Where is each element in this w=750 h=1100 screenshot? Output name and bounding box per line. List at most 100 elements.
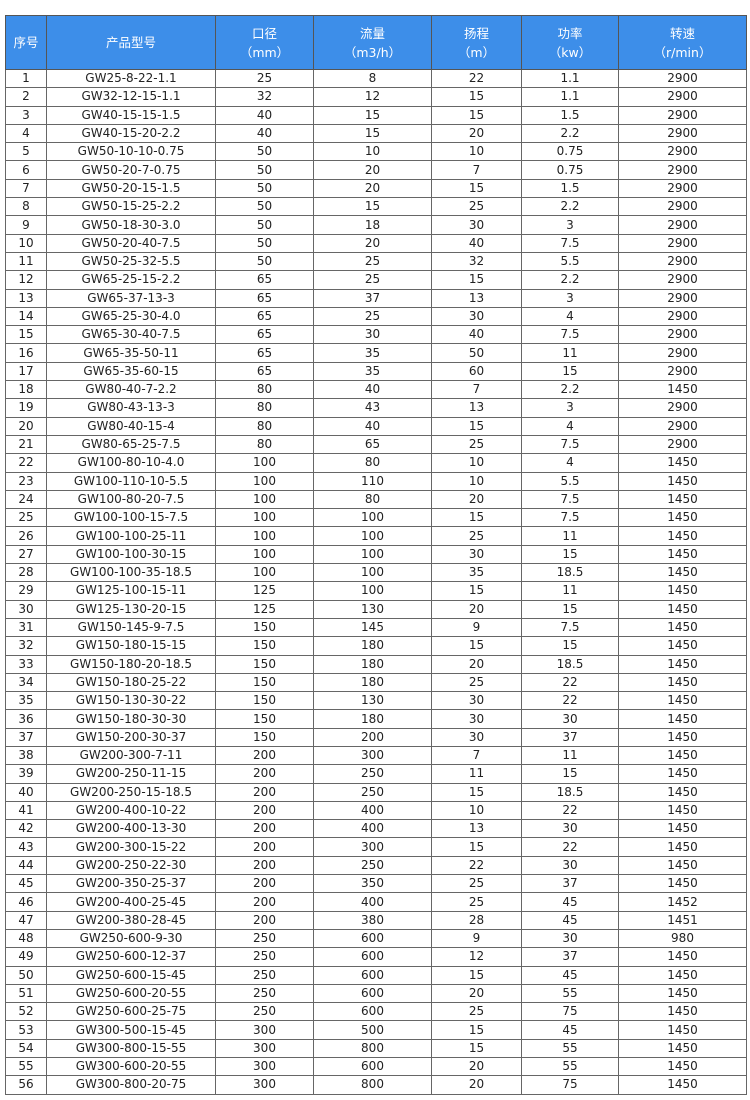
cell-power: 55 bbox=[521, 983, 619, 1004]
cell-power: 7.5 bbox=[521, 617, 619, 638]
cell-speed: 1450 bbox=[618, 745, 747, 766]
cell-power: 2.2 bbox=[521, 123, 619, 144]
cell-flow: 100 bbox=[313, 581, 432, 601]
cell-speed: 1450 bbox=[618, 1002, 747, 1022]
cell-index: 30 bbox=[5, 599, 47, 619]
cell-index: 33 bbox=[5, 654, 47, 674]
cell-speed: 2900 bbox=[618, 325, 747, 345]
cell-diameter: 100 bbox=[215, 544, 314, 565]
table-row: 51 GW250-600-20-55 250 600 20 55 1450 bbox=[5, 983, 747, 1004]
cell-flow: 18 bbox=[313, 215, 432, 235]
cell-model: GW100-100-25-11 bbox=[46, 526, 216, 546]
cell-flow: 25 bbox=[313, 251, 432, 272]
cell-power: 7.5 bbox=[521, 508, 619, 528]
cell-speed: 1450 bbox=[618, 581, 747, 601]
cell-index: 16 bbox=[5, 343, 47, 363]
table-row: 52 GW250-600-25-75 250 600 25 75 1450 bbox=[5, 1002, 747, 1022]
cell-power: 30 bbox=[521, 709, 619, 729]
header-power-label: 功率 bbox=[557, 25, 583, 41]
cell-model: GW65-30-40-7.5 bbox=[46, 325, 216, 345]
cell-flow: 130 bbox=[313, 691, 432, 711]
table-row: 50 GW250-600-15-45 250 600 15 45 1450 bbox=[5, 965, 747, 985]
cell-flow: 500 bbox=[313, 1020, 432, 1040]
cell-head: 20 bbox=[431, 123, 522, 144]
table-row: 49 GW250-600-12-37 250 600 12 37 1450 bbox=[5, 947, 747, 967]
table-row: 37 GW150-200-30-37 150 200 30 37 1450 bbox=[5, 727, 747, 747]
cell-head: 30 bbox=[431, 215, 522, 235]
table-row: 21 GW80-65-25-7.5 80 65 25 7.5 2900 bbox=[5, 434, 747, 455]
cell-flow: 600 bbox=[313, 983, 432, 1004]
cell-head: 10 bbox=[431, 453, 522, 473]
cell-power: 3 bbox=[521, 288, 619, 308]
header-speed-label: 转速 bbox=[669, 25, 695, 41]
cell-model: GW100-110-10-5.5 bbox=[46, 471, 216, 491]
header-speed-unit: （r/min） bbox=[653, 44, 712, 60]
cell-speed: 1450 bbox=[618, 380, 747, 400]
cell-diameter: 100 bbox=[215, 508, 314, 528]
cell-flow: 100 bbox=[313, 508, 432, 528]
cell-speed: 2900 bbox=[618, 306, 747, 327]
cell-power: 45 bbox=[521, 965, 619, 985]
cell-head: 15 bbox=[431, 837, 522, 857]
cell-head: 20 bbox=[431, 654, 522, 674]
cell-power: 5.5 bbox=[521, 251, 619, 272]
cell-index: 44 bbox=[5, 855, 47, 876]
table-row: 34 GW150-180-25-22 150 180 25 22 1450 bbox=[5, 672, 747, 693]
header-flow-label: 流量 bbox=[359, 25, 385, 41]
cell-power: 37 bbox=[521, 947, 619, 967]
table-row: 36 GW150-180-30-30 150 180 30 30 1450 bbox=[5, 709, 747, 729]
cell-diameter: 50 bbox=[215, 142, 314, 162]
cell-diameter: 125 bbox=[215, 599, 314, 619]
cell-speed: 1450 bbox=[618, 563, 747, 583]
table-row: 38 GW200-300-7-11 200 300 7 11 1450 bbox=[5, 745, 747, 766]
cell-model: GW80-40-15-4 bbox=[46, 416, 216, 436]
cell-model: GW150-180-25-22 bbox=[46, 672, 216, 693]
cell-index: 28 bbox=[5, 563, 47, 583]
cell-speed: 1450 bbox=[618, 709, 747, 729]
cell-diameter: 150 bbox=[215, 654, 314, 674]
cell-flow: 80 bbox=[313, 489, 432, 510]
cell-index: 4 bbox=[5, 123, 47, 144]
cell-index: 12 bbox=[5, 270, 47, 290]
cell-flow: 130 bbox=[313, 599, 432, 619]
cell-model: GW200-250-11-15 bbox=[46, 764, 216, 784]
header-diameter-label: 口径 bbox=[251, 25, 277, 41]
cell-index: 2 bbox=[5, 87, 47, 107]
cell-index: 55 bbox=[5, 1057, 47, 1077]
table-row: 44 GW200-250-22-30 200 250 22 30 1450 bbox=[5, 855, 747, 876]
cell-flow: 10 bbox=[313, 142, 432, 162]
cell-power: 3 bbox=[521, 215, 619, 235]
cell-flow: 600 bbox=[313, 947, 432, 967]
header-row: 序号 产品型号 口径 （mm） 流量 （m3/h） 扬程 （m） 功率 （kw） 转速 （r/min） bbox=[5, 15, 747, 70]
cell-diameter: 200 bbox=[215, 819, 314, 839]
cell-model: GW65-35-60-15 bbox=[46, 361, 216, 382]
table-row: 42 GW200-400-13-30 200 400 13 30 1450 bbox=[5, 819, 747, 839]
cell-flow: 800 bbox=[313, 1038, 432, 1059]
cell-speed: 2900 bbox=[618, 270, 747, 290]
table-row: 3 GW40-15-15-1.5 40 15 15 1.5 2900 bbox=[5, 105, 747, 125]
cell-head: 13 bbox=[431, 288, 522, 308]
cell-head: 15 bbox=[431, 782, 522, 802]
cell-model: GW200-300-15-22 bbox=[46, 837, 216, 857]
cell-diameter: 50 bbox=[215, 178, 314, 199]
header-power-unit: （kw） bbox=[548, 44, 592, 60]
cell-index: 20 bbox=[5, 416, 47, 436]
cell-diameter: 150 bbox=[215, 709, 314, 729]
cell-index: 7 bbox=[5, 178, 47, 199]
cell-diameter: 100 bbox=[215, 471, 314, 491]
cell-index: 43 bbox=[5, 837, 47, 857]
cell-index: 40 bbox=[5, 782, 47, 802]
table-row: 18 GW80-40-7-2.2 80 40 7 2.2 1450 bbox=[5, 380, 747, 400]
table-row: 47 GW200-380-28-45 200 380 28 45 1451 bbox=[5, 910, 747, 930]
cell-power: 55 bbox=[521, 1038, 619, 1059]
cell-diameter: 50 bbox=[215, 160, 314, 180]
cell-index: 54 bbox=[5, 1038, 47, 1059]
cell-flow: 180 bbox=[313, 654, 432, 674]
header-flow-unit: （m3/h） bbox=[343, 44, 402, 60]
cell-speed: 1450 bbox=[618, 1020, 747, 1040]
cell-diameter: 150 bbox=[215, 636, 314, 656]
cell-diameter: 25 bbox=[215, 68, 314, 89]
header-model: 产品型号 bbox=[46, 15, 216, 70]
cell-head: 15 bbox=[431, 416, 522, 436]
cell-index: 21 bbox=[5, 434, 47, 455]
